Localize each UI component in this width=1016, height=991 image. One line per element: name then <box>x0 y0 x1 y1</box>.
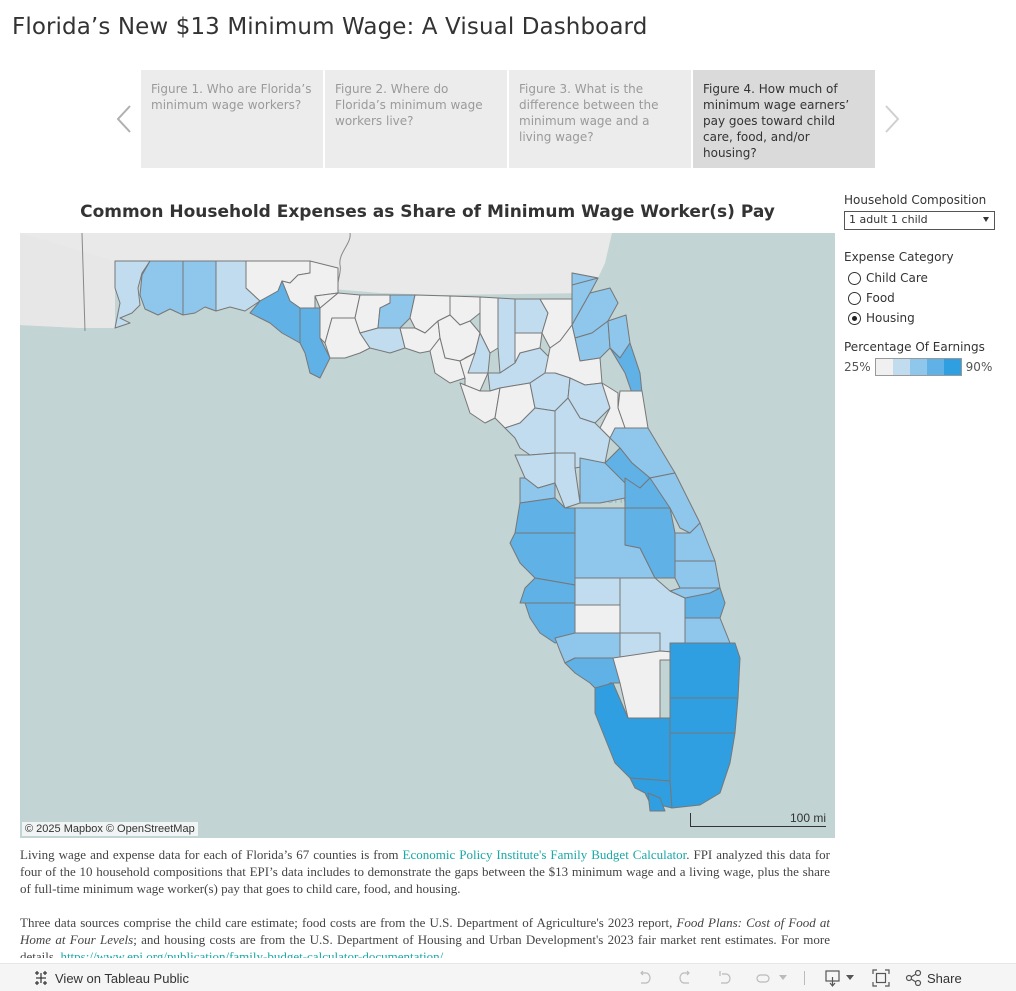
undo-button[interactable] <box>634 968 656 988</box>
radio-child-care[interactable]: Child Care <box>844 268 1004 288</box>
tableau-toolbar: View on Tableau Public Share <box>0 963 1016 991</box>
legend-swatch <box>926 359 944 375</box>
refresh-button[interactable] <box>752 968 774 988</box>
download-button[interactable] <box>823 968 843 988</box>
legend-swatch <box>943 359 961 375</box>
report-title: Food Plans: Cost of Food at Home at Four… <box>20 915 830 947</box>
epi-documentation-link[interactable]: https://www.epi.org/publication/family-b… <box>60 949 444 958</box>
radio-housing[interactable]: Housing <box>844 308 1004 328</box>
expense-category-radio-group: Child Care Food Housing <box>844 268 1004 328</box>
redo-button[interactable] <box>674 968 696 988</box>
refresh-icon <box>756 974 770 983</box>
map-scale-bar: 100 mi <box>690 811 826 827</box>
chevron-down-icon <box>846 975 854 980</box>
scale-label: 100 mi <box>789 811 826 825</box>
household-composition-value: 1 adult 1 child <box>849 213 928 226</box>
tableau-logo-icon <box>35 971 47 985</box>
radio-circle-icon <box>848 291 861 305</box>
view-on-tableau-public-link[interactable]: View on Tableau Public <box>33 970 189 986</box>
revert-icon <box>719 971 731 984</box>
download-icon <box>825 970 840 987</box>
story-point-figure-3[interactable]: Figure 3. What is the difference between… <box>509 70 691 168</box>
chevron-right-icon <box>885 105 900 133</box>
radio-label: Child Care <box>866 271 928 285</box>
notes-text-span: ; and housing costs are from the U.S. De… <box>20 932 830 958</box>
story-point-figure-4[interactable]: Figure 4. How much of minimum wage earne… <box>693 70 875 168</box>
toolbar-divider <box>804 971 805 985</box>
radio-selected-icon <box>848 311 861 325</box>
county-shapes[interactable] <box>114 260 741 812</box>
radio-food[interactable]: Food <box>844 288 1004 308</box>
radio-label: Housing <box>866 311 915 325</box>
dashboard-title: Florida’s New $13 Minimum Wage: A Visual… <box>12 14 648 40</box>
undo-icon <box>640 970 651 984</box>
previous-story-button[interactable] <box>108 70 140 168</box>
download-options-button[interactable] <box>845 968 855 988</box>
epi-calculator-link[interactable]: Economic Policy Institute's Family Budge… <box>402 847 687 862</box>
legend-swatch <box>892 359 910 375</box>
chevron-down-icon <box>779 975 787 980</box>
florida-county-map[interactable]: Florida <box>20 233 835 838</box>
radio-circle-icon <box>848 271 861 285</box>
fullscreen-button[interactable] <box>871 968 891 988</box>
expense-category-label: Expense Category <box>844 250 954 264</box>
legend-max-label: 90% <box>965 360 993 374</box>
radio-label: Food <box>866 291 895 305</box>
story-navigator: Figure 1. Who are Florida’s minimum wage… <box>108 70 908 168</box>
legend-swatch <box>875 359 893 375</box>
legend-color-ramp <box>874 358 962 376</box>
story-point-figure-2[interactable]: Figure 2. Where do Florida’s minimum wag… <box>325 70 507 168</box>
map-attribution[interactable]: © 2025 Mapbox © OpenStreetMap <box>22 822 198 836</box>
choropleth-map[interactable]: Florida <box>20 233 835 838</box>
notes-text-span: Three data sources comprise the child ca… <box>20 915 677 930</box>
story-point-figure-1[interactable]: Figure 1. Who are Florida’s minimum wage… <box>141 70 323 168</box>
filter-panel: Household Composition 1 adult 1 child Ex… <box>844 193 1004 376</box>
refresh-options-button[interactable] <box>778 968 788 988</box>
color-legend: 25% 90% <box>844 358 1004 376</box>
notes-paragraph-1: Living wage and expense data for each of… <box>20 846 830 897</box>
household-composition-dropdown[interactable]: 1 adult 1 child <box>844 211 995 230</box>
revert-button[interactable] <box>714 968 736 988</box>
toolbar-actions: Share <box>634 968 962 988</box>
chevron-left-icon <box>116 105 131 133</box>
notes-paragraph-2: Three data sources comprise the child ca… <box>20 914 830 958</box>
next-story-button[interactable] <box>876 70 908 168</box>
chart-title: Common Household Expenses as Share of Mi… <box>80 202 775 222</box>
share-icon <box>905 970 922 986</box>
legend-swatch <box>909 359 927 375</box>
household-composition-label: Household Composition <box>844 193 987 207</box>
share-button[interactable]: Share <box>905 968 962 988</box>
legend-title: Percentage Of Earnings <box>844 340 985 354</box>
share-label: Share <box>927 970 962 986</box>
dropdown-caret-icon <box>983 217 989 222</box>
notes-text: Living wage and expense data for each of… <box>20 846 830 958</box>
redo-icon <box>679 970 690 984</box>
fullscreen-icon <box>872 969 890 987</box>
legend-min-label: 25% <box>844 360 871 374</box>
view-on-tableau-label: View on Tableau Public <box>55 970 189 986</box>
notes-text-span: Living wage and expense data for each of… <box>20 847 403 862</box>
notes-text-span: . FPI analyzed this data for four of the… <box>20 847 830 896</box>
